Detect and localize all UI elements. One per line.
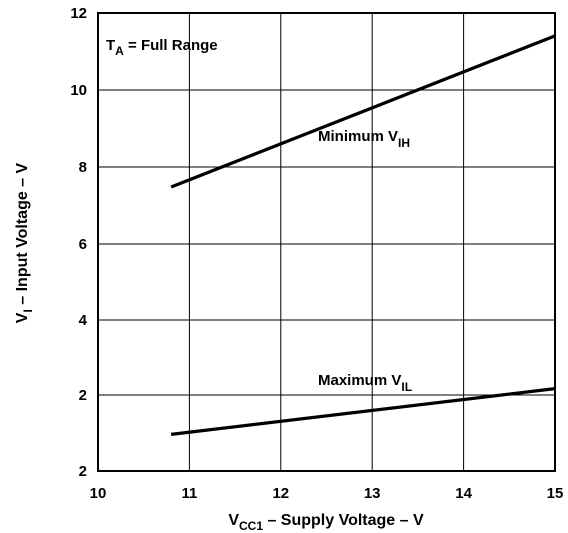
y-tick-label: 12 (70, 5, 87, 22)
x-tick-label: 12 (272, 485, 289, 502)
series-line-min-vih (170, 34, 556, 189)
y-tick-label: 2 (79, 463, 87, 480)
y-tick-label: 10 (70, 82, 87, 99)
series-line-max-vil (170, 387, 556, 436)
x-tick-label: 14 (455, 485, 472, 502)
y-tick-label: 8 (79, 159, 87, 176)
x-tick-labels: 10 11 12 13 14 15 (90, 485, 564, 502)
y-tick-label: 2 (79, 387, 87, 404)
grid-lines (98, 13, 555, 471)
x-axis-label: VCC1 – Supply Voltage – V (228, 512, 424, 533)
plot-frame (97, 12, 556, 472)
annotation-condition: TA = Full Range (106, 37, 218, 58)
y-axis-label: VI – Input Voltage – V (14, 162, 35, 323)
series-label-max-vil: Maximum VIL (318, 372, 412, 394)
y-tick-label: 4 (79, 312, 88, 329)
series-lines (170, 34, 556, 436)
y-tick-labels: 2 2 4 6 8 10 12 (70, 5, 87, 480)
x-tick-label: 15 (547, 485, 564, 502)
y-tick-label: 6 (79, 236, 87, 253)
x-tick-label: 11 (181, 485, 197, 502)
x-tick-label: 13 (364, 485, 381, 502)
x-tick-label: 10 (90, 485, 107, 502)
series-label-min-vih: Minimum VIH (318, 128, 410, 150)
